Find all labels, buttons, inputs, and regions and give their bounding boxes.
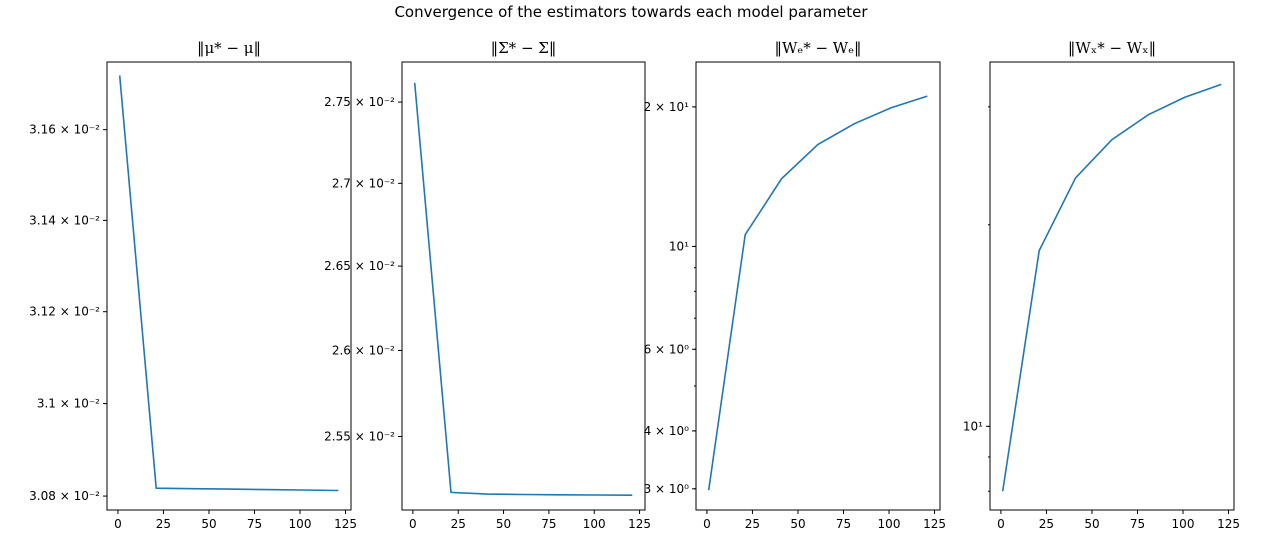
x-tick-label: 0 [409, 517, 417, 531]
x-tick-label: 125 [334, 517, 357, 531]
panel-title-sigma: ‖Σ* − Σ‖ [491, 39, 557, 57]
x-tick-label: 100 [583, 517, 606, 531]
series-line [1001, 83, 1222, 492]
x-tick-label: 25 [745, 517, 760, 531]
y-tick-label: 2.65 × 10⁻² [324, 259, 395, 273]
x-tick-label: 0 [997, 517, 1005, 531]
panel-mu: ‖μ* − μ‖ 0 25 50 75 100 125 3.08 × 10⁻² 3.1 × 1… [29, 39, 357, 531]
x-tick-label: 100 [878, 517, 901, 531]
panel-we: ‖Wₑ* − Wₑ‖ 0 25 50 75 100 125 3 × 10⁰ 4 × 10⁰ 6 … [644, 39, 946, 531]
y-tick-label: 3.14 × 10⁻² [29, 213, 100, 227]
y-tick-label: 2.7 × 10⁻² [332, 176, 395, 190]
y-tick-label: 3.1 × 10⁻² [37, 397, 100, 411]
x-tick-label: 25 [156, 517, 171, 531]
figure-suptitle: Convergence of the estimators towards ea… [394, 3, 868, 21]
panel-sigma: ‖Σ* − Σ‖ 0 25 50 75 100 125 2.55 × 10⁻² 2.6 × 1… [324, 39, 651, 531]
series-line [413, 82, 633, 497]
y-tick-label: 2.6 × 10⁻² [332, 343, 395, 357]
x-tick-label: 125 [628, 517, 651, 531]
series-line [707, 95, 928, 491]
panel-title-mu: ‖μ* − μ‖ [197, 39, 261, 57]
y-tick-label: 2.75 × 10⁻² [324, 95, 395, 109]
y-tick-label: 6 × 10⁰ [644, 342, 690, 356]
x-tick-label: 125 [923, 517, 946, 531]
x-tick-label: 75 [836, 517, 851, 531]
y-tick-label: 4 × 10⁰ [644, 424, 690, 438]
x-tick-label: 0 [114, 517, 122, 531]
series-line [118, 75, 339, 492]
x-tick-label: 100 [1172, 517, 1195, 531]
x-tick-label: 125 [1217, 517, 1240, 531]
y-tick-label: 2.55 × 10⁻² [324, 429, 395, 443]
x-tick-label: 50 [496, 517, 511, 531]
y-tick-label: 3.16 × 10⁻² [29, 123, 100, 137]
x-tick-label: 25 [1039, 517, 1054, 531]
x-tick-label: 50 [1084, 517, 1099, 531]
y-tick-label: 3.12 × 10⁻² [29, 305, 100, 319]
x-tick-label: 50 [790, 517, 805, 531]
panel-wx: ‖Wₓ* − Wₓ‖ 0 25 50 75 100 125 10¹ [963, 39, 1240, 531]
panel-title-we: ‖Wₑ* − Wₑ‖ [774, 39, 861, 57]
x-tick-label: 25 [451, 517, 466, 531]
x-tick-label: 0 [703, 517, 711, 531]
axes-frame [401, 61, 646, 511]
x-tick-label: 75 [541, 517, 556, 531]
x-tick-label: 100 [289, 517, 312, 531]
y-tick-label: 3.08 × 10⁻² [29, 489, 100, 503]
y-tick-label: 10¹ [669, 239, 689, 253]
x-tick-label: 75 [1130, 517, 1145, 531]
y-tick-label: 10¹ [963, 419, 983, 433]
y-tick-label: 2 × 10¹ [644, 100, 690, 114]
axes-frame [989, 61, 1235, 511]
y-tick-label: 3 × 10⁰ [644, 482, 690, 496]
axes-frame [106, 61, 352, 511]
panel-title-wx: ‖Wₓ* − Wₓ‖ [1068, 39, 1156, 57]
x-tick-label: 50 [201, 517, 216, 531]
axes-frame [695, 61, 941, 511]
x-tick-label: 75 [247, 517, 262, 531]
